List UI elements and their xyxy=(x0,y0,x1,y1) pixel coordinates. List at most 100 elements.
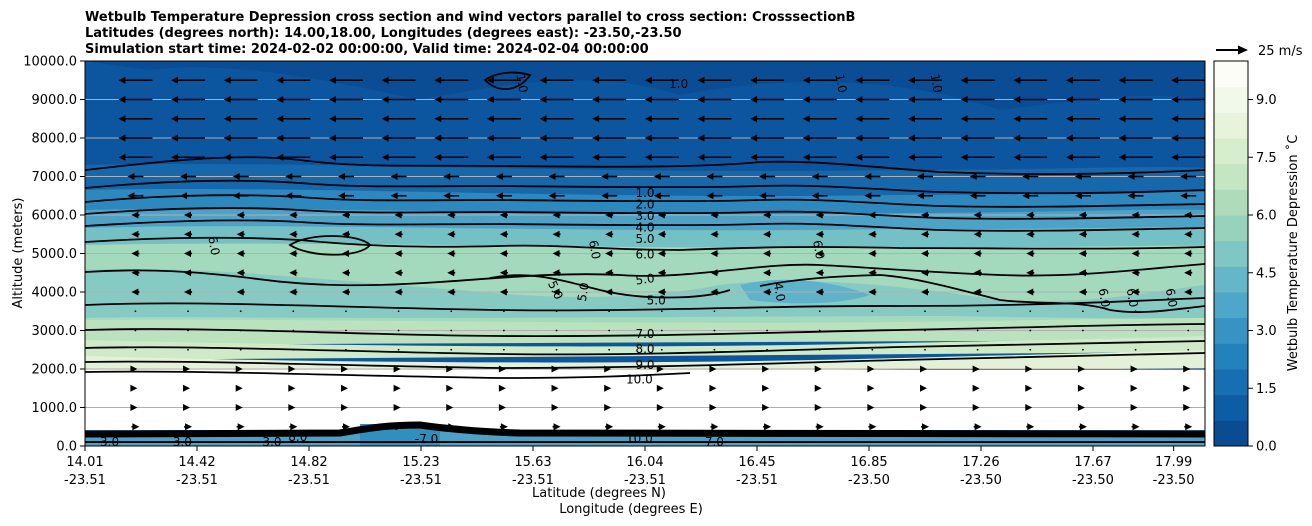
wind-arrow-head xyxy=(118,153,126,161)
wind-arrow xyxy=(924,310,926,313)
wind-arrow-head xyxy=(434,115,442,123)
wind-arrow xyxy=(763,269,772,277)
wind-arrow xyxy=(1078,211,1087,219)
wind-arrow-head xyxy=(750,115,758,123)
wind-arrow xyxy=(855,115,890,123)
wind-arrow-head xyxy=(118,96,126,103)
wind-arrow-head xyxy=(184,211,192,219)
wind-arrow xyxy=(1131,269,1140,277)
colorbar-tick-label: 7.5 xyxy=(1256,151,1277,166)
x-tick-label-lat: 14.01 xyxy=(66,455,103,470)
wind-arrow-head xyxy=(342,423,350,431)
wind-arrow xyxy=(644,134,679,142)
wind-arrow-head xyxy=(393,384,401,392)
wind-arrow xyxy=(973,211,982,219)
wind-arrow-head xyxy=(973,211,981,219)
wind-arrow-dot xyxy=(766,329,768,332)
wind-arrow xyxy=(184,230,193,238)
wind-arrow xyxy=(1171,134,1205,142)
wind-arrow-head xyxy=(130,404,138,411)
colorbar-tick-label: 4.5 xyxy=(1256,266,1277,281)
wind-arrow-head xyxy=(341,269,349,277)
wind-arrow xyxy=(236,250,245,257)
wind-arrow xyxy=(276,115,311,123)
colorbar-swatch xyxy=(1214,61,1248,88)
wind-arrow-head xyxy=(132,423,140,431)
wind-arrow-head xyxy=(498,404,506,411)
wind-arrow-head xyxy=(1013,115,1021,123)
wind-arrow xyxy=(235,384,243,392)
wind-arrow-head xyxy=(1077,365,1085,373)
wind-arrow-head xyxy=(223,96,231,103)
wind-arrow xyxy=(697,96,732,103)
wind-arrow xyxy=(394,269,403,277)
wind-arrow-head xyxy=(1127,173,1135,180)
wind-arrow-head xyxy=(381,115,389,123)
wind-arrow-head xyxy=(390,192,398,200)
wind-arrow-head xyxy=(236,269,244,277)
wind-arrow-head xyxy=(709,404,717,411)
wind-arrow xyxy=(446,384,454,392)
wind-arrow xyxy=(446,404,454,411)
contour-label: -3.0 xyxy=(96,435,119,449)
contour-line xyxy=(85,179,1205,195)
wind-arrow xyxy=(697,134,732,142)
wind-arrow-head xyxy=(960,115,968,123)
wind-arrow-head xyxy=(235,404,243,411)
wind-arrow-head xyxy=(118,134,126,142)
wind-arrow xyxy=(762,384,770,392)
wind-arrow xyxy=(495,173,512,180)
wind-arrow xyxy=(381,96,416,103)
wind-arrow xyxy=(1130,404,1138,411)
wind-arrow xyxy=(656,404,664,411)
x-tick-label-lon: -23.51 xyxy=(176,473,218,488)
wind-arrow-head xyxy=(908,153,915,161)
colorbar-swatch xyxy=(1214,420,1248,447)
wind-arrow xyxy=(644,115,679,123)
wind-arrow xyxy=(1013,134,1048,142)
wind-arrow-dot xyxy=(660,310,663,313)
wind-arrow xyxy=(660,329,663,332)
wind-arrow xyxy=(766,310,768,313)
colorbar-swatch xyxy=(1214,317,1248,344)
wind-arrow-head xyxy=(1130,404,1138,411)
wind-arrow-head xyxy=(1077,384,1085,392)
wind-arrow-head xyxy=(539,76,547,84)
wind-arrow xyxy=(1187,329,1190,332)
wind-arrow-head xyxy=(341,211,349,219)
wind-arrow xyxy=(289,269,298,277)
wind-arrow xyxy=(1078,230,1087,238)
wind-arrow-head xyxy=(763,250,771,257)
wind-vectors xyxy=(118,76,1205,431)
wind-arrow xyxy=(539,153,574,161)
wind-arrow xyxy=(443,173,460,180)
wind-arrow-head xyxy=(644,96,652,103)
wind-arrow-head xyxy=(697,134,705,142)
contour-label: 9.0 xyxy=(635,358,654,372)
wind-arrow-head xyxy=(811,173,819,180)
wind-arrow-head xyxy=(1013,76,1021,84)
contour-lines xyxy=(85,71,1205,443)
wind-arrow-head xyxy=(1074,173,1082,180)
wind-arrow xyxy=(486,153,521,161)
wind-arrow xyxy=(486,96,521,103)
x-tick-label-lat: 16.85 xyxy=(850,455,887,470)
wind-arrow xyxy=(1118,96,1153,103)
wind-arrow-head xyxy=(592,134,600,142)
wind-arrow-head xyxy=(1131,230,1139,238)
contour-label: 5.0 xyxy=(575,281,592,302)
wind-arrow-head xyxy=(1065,76,1073,84)
wind-arrow xyxy=(814,365,822,373)
wind-arrow-head xyxy=(697,96,705,103)
wind-arrow-head xyxy=(285,173,293,180)
wind-arrow-head xyxy=(1185,423,1193,431)
wind-arrow-head xyxy=(328,76,336,84)
wind-arrow xyxy=(710,423,719,431)
wind-arrow xyxy=(710,250,719,257)
wind-arrow-head xyxy=(759,173,767,180)
wind-arrow-head xyxy=(171,134,179,142)
wind-arrow-head xyxy=(1013,96,1021,103)
wind-arrow xyxy=(450,310,453,313)
wind-arrow xyxy=(1180,192,1197,200)
wind-arrow-head xyxy=(1130,365,1138,373)
